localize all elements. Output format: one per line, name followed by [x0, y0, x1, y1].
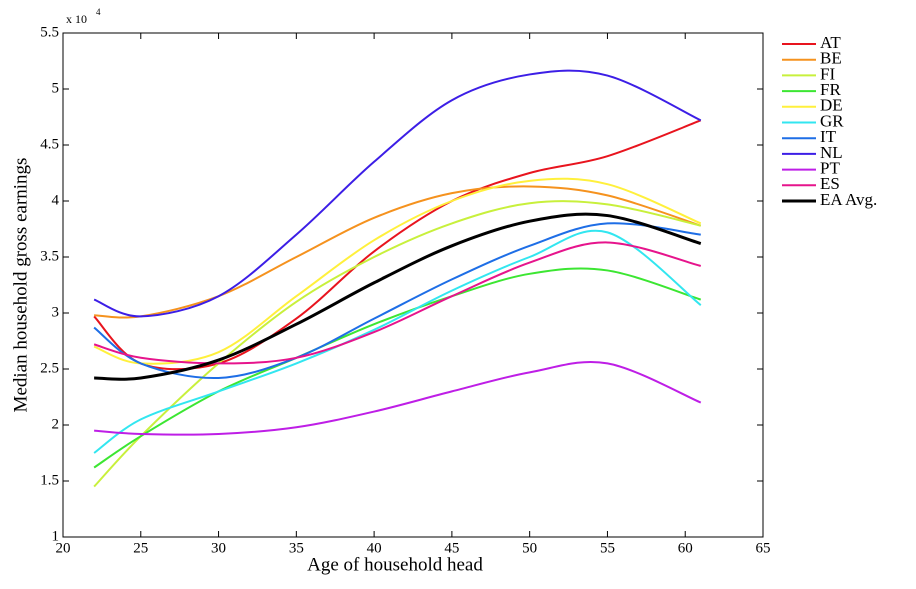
y-tick-label: 4.5	[40, 136, 59, 152]
x-tick-label: 30	[211, 540, 226, 556]
legend-label: FI	[820, 64, 835, 83]
y-multiplier: x 10	[66, 12, 87, 26]
x-tick-label: 25	[133, 540, 148, 556]
series-line	[93, 119, 702, 371]
series-line	[93, 200, 702, 488]
legend-label: AT	[820, 33, 841, 52]
series-line	[94, 185, 702, 319]
series-line	[93, 69, 702, 318]
y-tick-label: 4	[52, 192, 60, 208]
series-line	[94, 360, 702, 436]
x-tick-label: 65	[756, 540, 771, 556]
x-tick-label: 45	[444, 540, 459, 556]
y-tick-label: 2.5	[40, 360, 59, 376]
y-tick-label: 3.5	[40, 248, 59, 264]
y-tick-label: 5.5	[40, 24, 59, 40]
legend-label: PT	[820, 159, 840, 178]
y-multiplier-exponent: 4	[96, 7, 101, 17]
legend-label: BE	[820, 49, 842, 68]
legend-label: GR	[820, 111, 844, 130]
x-tick-label: 40	[367, 540, 382, 556]
series-line	[93, 229, 702, 454]
legend-label: FR	[820, 80, 841, 99]
y-axis-label: Median household gross earnings	[10, 158, 31, 413]
series-line	[93, 222, 701, 379]
y-tick-label: 3	[52, 304, 60, 320]
y-tick-label: 5	[52, 80, 60, 96]
legend-label: DE	[820, 96, 843, 115]
y-tick-label: 1	[52, 528, 60, 544]
x-tick-label: 20	[56, 540, 71, 556]
x-tick-label: 50	[522, 540, 537, 556]
legend-label: EA Avg.	[820, 190, 877, 209]
x-tick-label: 35	[289, 540, 304, 556]
legend-label: NL	[820, 143, 843, 162]
x-axis-label: Age of household head	[307, 554, 483, 575]
plot-frame	[62, 32, 764, 538]
series-line	[94, 212, 702, 381]
legend-label: ES	[820, 174, 840, 193]
series-line	[93, 267, 702, 469]
y-tick-label: 2	[52, 416, 60, 432]
series-line	[93, 241, 702, 365]
x-tick-label: 60	[678, 540, 693, 556]
x-tick-label: 55	[600, 540, 615, 556]
y-tick-label: 1.5	[40, 472, 59, 488]
legend-label: IT	[820, 127, 837, 146]
